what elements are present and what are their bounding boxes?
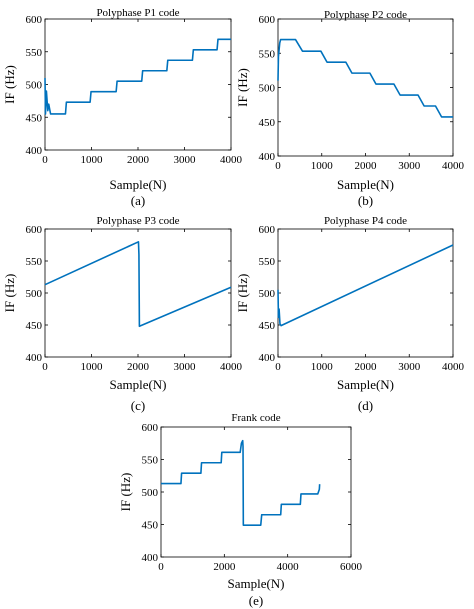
series-line xyxy=(277,38,453,118)
y-tick-label: 400 xyxy=(259,151,276,163)
y-axis-label: IF (Hz) xyxy=(235,68,250,107)
x-tick-label: 0 xyxy=(158,561,164,573)
x-axis-label: Sample(N) xyxy=(109,177,166,192)
x-tick-label: 1000 xyxy=(81,361,104,373)
x-tick-label: 3000 xyxy=(398,361,421,373)
chart-title: Polyphase P1 code xyxy=(96,7,179,19)
y-axis-label: IF (Hz) xyxy=(118,473,133,512)
x-tick-label: 4000 xyxy=(220,154,243,166)
panel-caption: (b) xyxy=(358,193,373,208)
y-tick-label: 400 xyxy=(142,552,159,564)
y-tick-label: 600 xyxy=(26,224,43,236)
y-tick-label: 500 xyxy=(26,80,43,92)
panel-caption: (c) xyxy=(131,398,145,413)
y-tick-label: 450 xyxy=(259,320,276,332)
y-tick-label: 600 xyxy=(142,422,159,434)
series-line xyxy=(44,241,232,328)
x-tick-label: 0 xyxy=(42,361,48,373)
x-tick-label: 4000 xyxy=(220,361,243,373)
y-tick-label: 600 xyxy=(259,224,276,236)
x-tick-label: 0 xyxy=(275,160,281,172)
panel-a: 0 1000 2000 3000 4000 400 450 500 550 600 Polyphas… xyxy=(2,7,243,208)
y-tick-label: 400 xyxy=(26,352,43,364)
x-tick-label: 2000 xyxy=(355,361,378,373)
x-tick-label: 2000 xyxy=(213,561,236,573)
series-line xyxy=(44,38,231,115)
x-tick-label: 1000 xyxy=(311,361,334,373)
y-tick-label: 450 xyxy=(26,320,43,332)
chart-title: Frank code xyxy=(231,412,280,424)
x-tick-label: 1000 xyxy=(81,154,104,166)
y-tick-label: 400 xyxy=(26,145,43,157)
x-tick-label: 3000 xyxy=(174,361,197,373)
plot-frame xyxy=(277,18,454,157)
y-axis-label: IF (Hz) xyxy=(2,274,17,313)
y-tick-label: 450 xyxy=(259,117,276,129)
y-tick-label: 500 xyxy=(259,83,276,95)
chart-title: Polyphase P3 code xyxy=(96,215,179,227)
y-tick-label: 600 xyxy=(259,14,276,26)
panel-caption: (d) xyxy=(358,398,373,413)
y-tick-label: 400 xyxy=(259,352,276,364)
x-tick-label: 2000 xyxy=(127,361,150,373)
panel-caption: (a) xyxy=(131,193,145,208)
x-tick-label: 4000 xyxy=(277,561,300,573)
y-tick-label: 550 xyxy=(259,256,276,268)
chart-title: Polyphase P4 code xyxy=(324,215,407,227)
y-tick-label: 450 xyxy=(26,112,43,124)
x-tick-label: 6000 xyxy=(340,561,363,573)
plot-frame xyxy=(160,426,352,558)
y-tick-label: 550 xyxy=(26,47,43,59)
y-axis-label: IF (Hz) xyxy=(2,65,17,104)
y-tick-label: 600 xyxy=(26,14,43,26)
x-tick-label: 4000 xyxy=(442,361,465,373)
x-tick-label: 4000 xyxy=(442,160,465,172)
y-tick-label: 500 xyxy=(259,288,276,300)
x-tick-label: 1000 xyxy=(311,160,334,172)
series-line xyxy=(161,439,321,526)
x-tick-label: 2000 xyxy=(355,160,378,172)
x-tick-label: 2000 xyxy=(127,154,150,166)
x-axis-label: Sample(N) xyxy=(109,377,166,392)
y-tick-label: 550 xyxy=(259,48,276,60)
series-line xyxy=(277,244,454,327)
plot-frame xyxy=(44,18,232,151)
y-tick-label: 500 xyxy=(142,487,159,499)
plot-frame xyxy=(277,228,454,358)
x-axis-label: Sample(N) xyxy=(337,377,394,392)
x-tick-label: 0 xyxy=(42,154,48,166)
y-tick-label: 550 xyxy=(26,256,43,268)
panel-c: 0 1000 2000 3000 4000 400 450 500 550 600 Polyphas… xyxy=(2,215,243,413)
panel-b: 0 1000 2000 3000 4000 400 450 500 550 600 Polyphas… xyxy=(235,9,465,208)
panel-e: 0 2000 4000 6000 400 450 500 550 600 Frank code Sa… xyxy=(118,412,363,608)
panel-caption: (e) xyxy=(249,593,263,608)
chart-title: Polyphase P2 code xyxy=(324,9,407,21)
x-axis-label: Sample(N) xyxy=(337,177,394,192)
y-axis-label: IF (Hz) xyxy=(235,274,250,313)
x-tick-label: 3000 xyxy=(398,160,421,172)
x-axis-label: Sample(N) xyxy=(227,576,284,591)
y-tick-label: 550 xyxy=(142,455,159,467)
y-tick-label: 450 xyxy=(142,520,159,532)
x-tick-label: 0 xyxy=(275,361,281,373)
y-tick-label: 500 xyxy=(26,288,43,300)
x-tick-label: 3000 xyxy=(174,154,197,166)
panel-d: 0 1000 2000 3000 4000 400 450 500 550 600 Polyphas… xyxy=(235,215,465,413)
